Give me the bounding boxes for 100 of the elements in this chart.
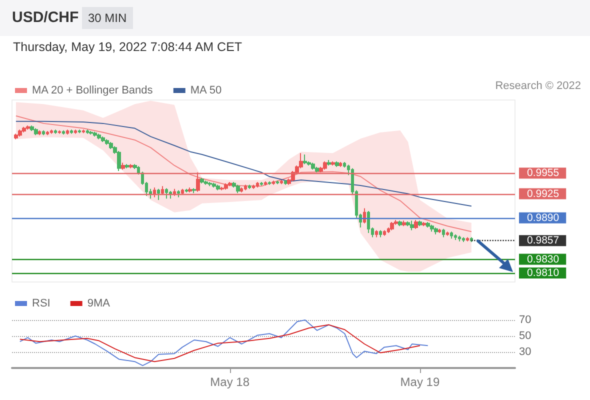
candlestick xyxy=(335,160,339,168)
candlestick xyxy=(181,188,184,195)
candlestick xyxy=(14,133,18,140)
candlestick xyxy=(248,184,251,190)
candlestick xyxy=(244,184,247,191)
candlestick xyxy=(454,234,457,240)
candlestick xyxy=(406,220,410,227)
candlestick xyxy=(204,180,208,186)
candlestick xyxy=(414,219,418,230)
candlestick xyxy=(153,187,156,198)
candlestick xyxy=(97,133,101,140)
candlestick xyxy=(46,130,49,136)
y-tick-label: 50 xyxy=(519,330,532,342)
candlestick xyxy=(62,130,65,135)
candlestick xyxy=(426,222,430,228)
candlestick xyxy=(272,180,275,186)
chart-title: USD/CHF xyxy=(12,9,79,26)
candlestick xyxy=(383,230,386,236)
candlestick xyxy=(363,208,366,224)
text: Research © 2022 xyxy=(495,80,581,92)
x-tick-label: May 18 xyxy=(210,375,250,389)
y-tick-label: 0.9890 xyxy=(527,212,560,224)
candlestick xyxy=(367,210,370,234)
candlestick xyxy=(450,231,453,240)
candlestick xyxy=(208,182,212,187)
line-series xyxy=(15,115,472,232)
candlestick xyxy=(22,126,26,133)
candlestick xyxy=(268,180,271,186)
candlestick xyxy=(188,187,192,193)
candlestick xyxy=(216,184,220,191)
candlestick xyxy=(418,220,422,227)
candlestick xyxy=(228,182,232,187)
candlestick xyxy=(410,220,414,231)
candlestick xyxy=(224,182,228,190)
candlestick xyxy=(70,129,73,134)
candlestick xyxy=(240,187,243,193)
candlestick xyxy=(379,230,382,238)
candlestick xyxy=(220,186,224,191)
candlestick xyxy=(89,130,93,135)
y-tick-label: 70 xyxy=(519,314,532,326)
candlestick xyxy=(34,128,38,136)
candlestick xyxy=(236,184,240,194)
candlestick xyxy=(196,172,200,192)
candlestick xyxy=(30,125,34,132)
candlestick xyxy=(311,162,315,170)
candlestick xyxy=(86,129,89,134)
legend-label: RSI xyxy=(32,298,50,310)
candlestick xyxy=(93,131,97,138)
candlestick xyxy=(121,162,125,170)
candlestick xyxy=(299,152,303,169)
legend-label: 9MA xyxy=(87,298,111,310)
candlestick xyxy=(82,129,85,134)
candlestick xyxy=(212,182,216,188)
candlestick xyxy=(252,184,255,190)
candlestick xyxy=(66,129,69,135)
candlestick xyxy=(74,129,77,134)
candlestick xyxy=(101,136,105,143)
candlestick xyxy=(434,227,438,235)
candlestick xyxy=(331,160,335,166)
candlestick xyxy=(462,236,465,243)
candlestick xyxy=(430,224,434,232)
candlestick xyxy=(26,125,30,130)
candlestick xyxy=(54,129,57,134)
legend-label: MA 20 + Bollinger Bands xyxy=(32,84,154,96)
candlestick xyxy=(185,188,188,193)
y-tick-label: 0.9810 xyxy=(527,267,560,280)
candlestick xyxy=(42,130,45,136)
candlestick xyxy=(466,236,469,242)
candlestick xyxy=(38,130,41,136)
candlestick xyxy=(390,222,394,231)
candlestick xyxy=(18,129,22,138)
candlestick xyxy=(157,188,160,200)
line-series xyxy=(15,120,472,207)
candlestick xyxy=(50,129,53,134)
candlestick xyxy=(339,162,342,168)
y-tick-label: 30 xyxy=(519,346,532,358)
candlestick xyxy=(402,220,406,227)
candlestick xyxy=(438,228,441,234)
candlestick xyxy=(125,164,129,169)
candlestick xyxy=(398,220,402,227)
y-tick-label: 0.9925 xyxy=(527,188,560,200)
y-tick-label: 0.9830 xyxy=(527,253,560,266)
text: 30 MIN xyxy=(82,7,133,29)
candlestick xyxy=(165,188,168,200)
candlestick xyxy=(375,230,378,238)
candlestick xyxy=(260,182,263,186)
x-tick-label: May 19 xyxy=(400,375,440,389)
candlestick xyxy=(169,190,172,200)
candlestick xyxy=(442,228,445,238)
candlestick xyxy=(177,190,180,198)
candlestick xyxy=(161,186,164,195)
chart-subtitle: Thursday, May 19, 2022 7:08:44 AM CET xyxy=(13,40,242,54)
candlestick xyxy=(284,179,287,186)
candlestick xyxy=(303,154,307,165)
candlestick xyxy=(129,164,133,169)
candlestick xyxy=(58,130,61,134)
y-tick-label: 0.9955 xyxy=(527,167,560,180)
candlestick xyxy=(264,180,267,186)
legend-label: MA 50 xyxy=(190,84,222,96)
candlestick xyxy=(446,231,449,236)
